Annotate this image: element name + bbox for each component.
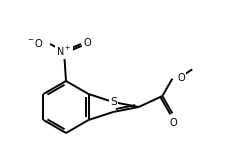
- Text: O: O: [169, 118, 177, 128]
- Text: N$^+$: N$^+$: [56, 45, 72, 58]
- Text: S: S: [110, 97, 117, 107]
- Text: O: O: [84, 38, 92, 48]
- Text: O: O: [177, 73, 185, 83]
- Text: $^-$O: $^-$O: [26, 37, 44, 49]
